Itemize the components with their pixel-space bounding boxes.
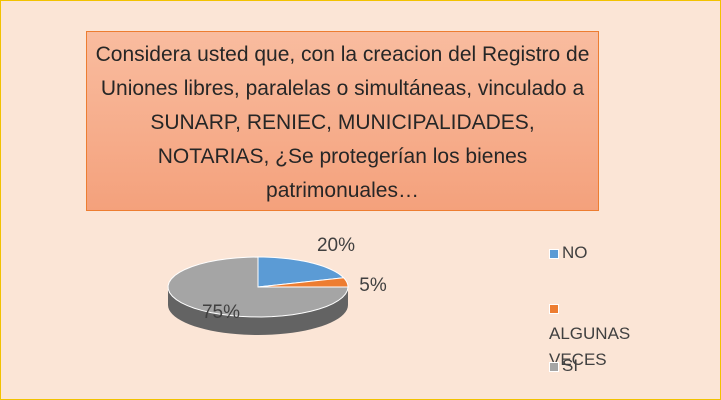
legend-swatch: [549, 361, 559, 372]
pie-slice: [167, 256, 349, 318]
legend-swatch: [549, 248, 559, 259]
pie-slice: [257, 256, 345, 288]
chart-title: Considera usted que, con la creacion del…: [86, 31, 599, 211]
legend-label: ALGUNAS VECES: [549, 324, 631, 369]
legend-item: NO: [549, 240, 639, 266]
legend-swatch: [549, 303, 559, 314]
legend-label: SI: [562, 356, 579, 375]
legend-label: NO: [562, 243, 588, 262]
data-label: 20%: [317, 235, 355, 256]
data-label: 5%: [359, 275, 387, 296]
pie-slice: [257, 277, 349, 288]
pie-side: [168, 287, 348, 335]
legend-item: ALGUNAS VECES: [549, 295, 639, 373]
data-label: 75%: [202, 302, 240, 323]
legend-item: SI: [549, 353, 639, 379]
